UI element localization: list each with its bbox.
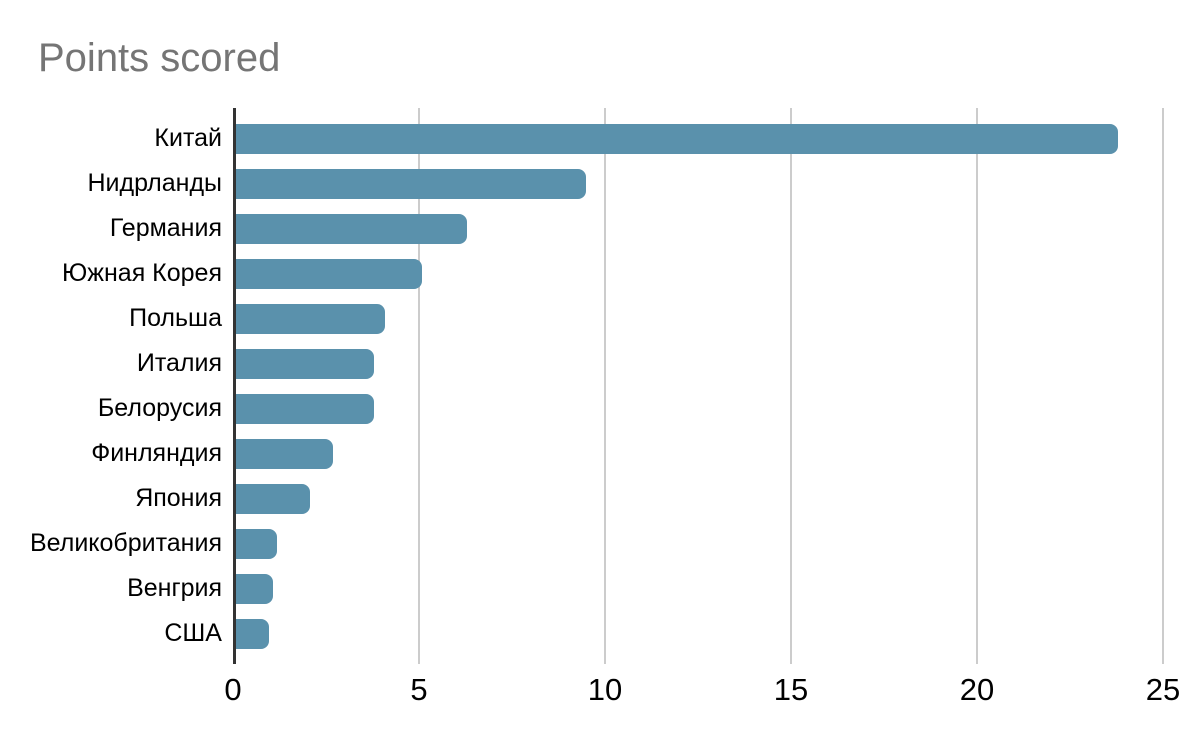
category-label: Германия <box>109 214 222 242</box>
category-label: Польша <box>129 304 222 332</box>
x-tick-label: 25 <box>1145 672 1181 707</box>
bar <box>236 573 274 604</box>
category-label: Япония <box>135 484 222 512</box>
y-axis-line <box>233 108 236 664</box>
category-label: Нидрланды <box>87 169 222 197</box>
bar <box>236 438 333 469</box>
bar <box>236 168 586 199</box>
x-tick-label: 5 <box>410 672 428 707</box>
gridline <box>1162 108 1164 664</box>
x-tick-label: 10 <box>587 672 623 707</box>
bar <box>236 258 422 289</box>
bar <box>236 483 311 514</box>
category-label: Италия <box>136 349 222 377</box>
gridline <box>790 108 792 664</box>
gridline <box>418 108 420 664</box>
gridline <box>604 108 606 664</box>
bar <box>236 123 1118 154</box>
category-label: Южная Корея <box>62 259 222 287</box>
category-label: Китай <box>154 124 222 152</box>
x-tick-label: 0 <box>224 672 242 707</box>
bar <box>236 303 385 334</box>
chart-title: Points scored <box>38 36 281 80</box>
bar <box>236 213 467 244</box>
gridline <box>976 108 978 664</box>
category-label: Великобритания <box>30 529 222 557</box>
bar <box>236 618 270 649</box>
x-tick-label: 15 <box>773 672 809 707</box>
category-label: Финляндия <box>91 439 222 467</box>
category-label: США <box>164 619 222 647</box>
bar <box>236 393 374 424</box>
bar <box>236 348 374 379</box>
category-label: Белорусия <box>97 394 222 422</box>
category-label: Венгрия <box>127 574 222 602</box>
bar <box>236 528 277 559</box>
x-tick-label: 20 <box>959 672 995 707</box>
